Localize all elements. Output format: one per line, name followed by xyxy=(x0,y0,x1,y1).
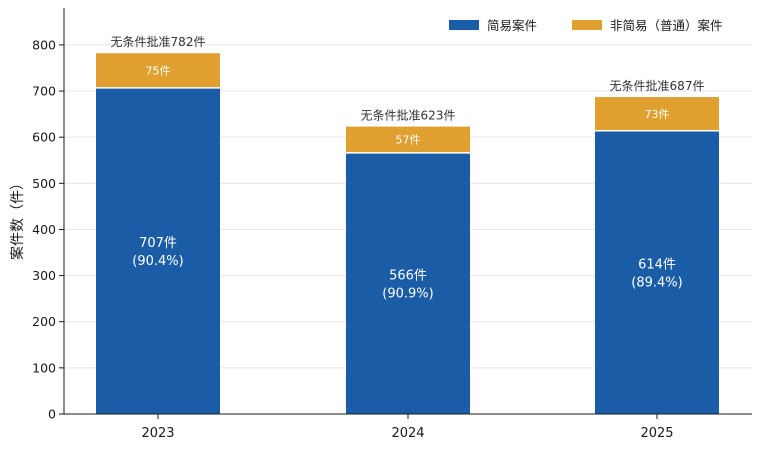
y-tick-label-100: 100 xyxy=(32,360,56,375)
y-tick-label-0: 0 xyxy=(48,407,56,422)
y-tick-label-500: 500 xyxy=(32,176,56,191)
legend-swatch-1 xyxy=(572,20,602,30)
bar-label-top-2023: 75件 xyxy=(146,65,171,78)
legend-label-0: 简易案件 xyxy=(487,18,537,33)
bar-label-count-2025: 614件 xyxy=(638,257,676,272)
bar-total-label-2024: 无条件批准623件 xyxy=(361,108,456,123)
bar-2025-series-1 xyxy=(595,97,719,131)
legend: 简易案件 非简易（普通）案件 xyxy=(449,18,723,33)
y-tick-label-300: 300 xyxy=(32,268,56,283)
y-tick-label-600: 600 xyxy=(32,130,56,145)
y-tick-label-200: 200 xyxy=(32,314,56,329)
bar-label-count-2024: 566件 xyxy=(389,268,427,283)
y-tick-label-800: 800 xyxy=(32,37,56,52)
axes: 0 100 200 300 400 500 600 700 800 2023 2024 2025 xyxy=(32,8,752,441)
x-tick-label-2024: 2024 xyxy=(391,426,424,441)
bar-label-top-2024: 57件 xyxy=(396,134,421,147)
bar-total-label-2023: 无条件批准782件 xyxy=(111,34,206,49)
y-tick-label-400: 400 xyxy=(32,222,56,237)
bar-label-count-2023: 707件 xyxy=(139,236,177,251)
bar-2025-series-0 xyxy=(595,130,719,415)
data-labels: 707件 (90.4%) 75件 无条件批准782件 566件 (90.9%) 57件 无条件… xyxy=(111,34,705,301)
bar-2024-series-0 xyxy=(346,152,470,415)
bar-2023-series-0 xyxy=(96,87,220,414)
y-axis-label: 案件数（件） xyxy=(9,176,26,260)
x-tick-label-2023: 2023 xyxy=(141,426,174,441)
bar-label-pct-2023: (90.4%) xyxy=(132,254,183,269)
bar-total-label-2025: 无条件批准687件 xyxy=(610,78,705,93)
legend-swatch-0 xyxy=(449,20,479,30)
legend-label-1: 非简易（普通）案件 xyxy=(610,18,723,33)
bar-label-pct-2025: (89.4%) xyxy=(631,275,682,290)
bar-2024-series-1 xyxy=(346,126,470,153)
bar-label-top-2025: 73件 xyxy=(645,108,670,121)
y-tick-label-700: 700 xyxy=(32,84,56,99)
x-tick-label-2025: 2025 xyxy=(640,426,673,441)
bar-2023-series-1 xyxy=(96,53,220,88)
bars xyxy=(96,53,719,415)
bar-label-pct-2024: (90.9%) xyxy=(382,286,433,301)
